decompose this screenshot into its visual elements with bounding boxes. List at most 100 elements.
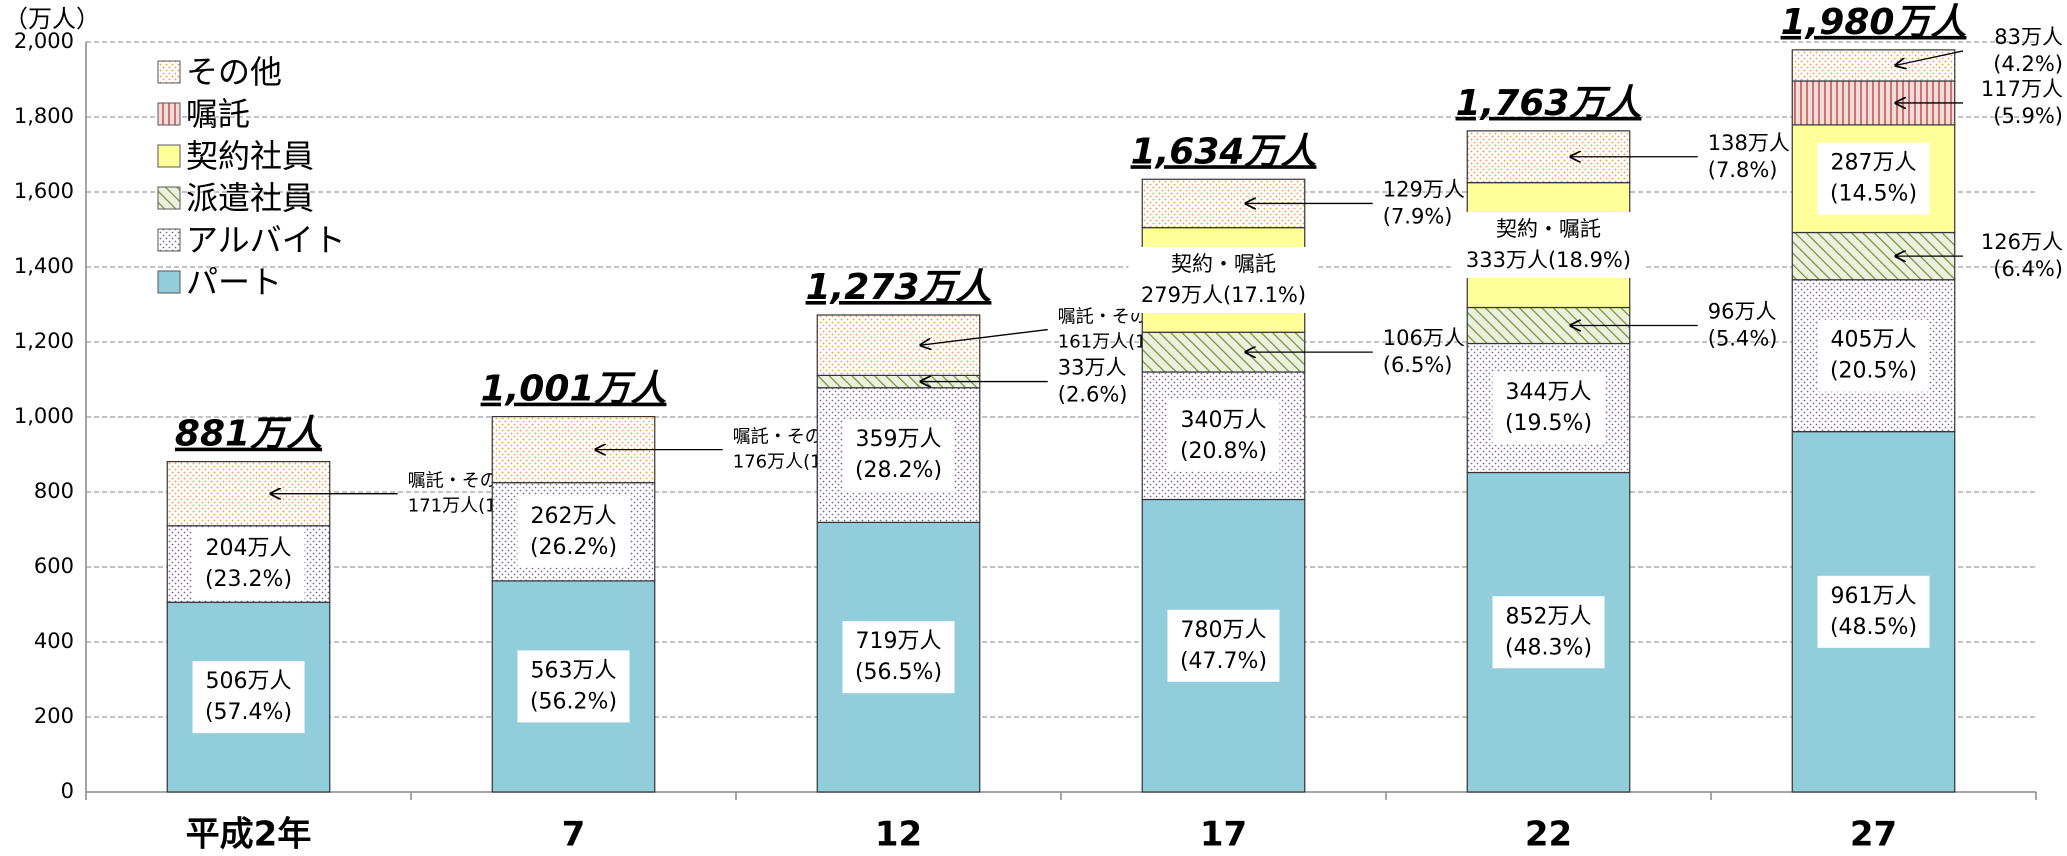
- data-label: 138万人 (7.8%): [1708, 131, 1790, 182]
- value-label: 287万人: [1831, 151, 1917, 176]
- legend-swatch: [157, 60, 181, 84]
- y-tick-label: 200: [34, 704, 74, 728]
- value-label: 506万人: [206, 669, 292, 694]
- share-label: (47.7%): [1180, 649, 1267, 674]
- data-label: 126万人 (6.4%): [1981, 230, 2063, 281]
- data-label: 506万人 (57.4%): [205, 669, 292, 725]
- data-label: 405万人 (20.5%): [1830, 328, 1917, 384]
- legend-label: パート: [186, 263, 282, 301]
- total-label: 1,634万人: [1131, 131, 1317, 172]
- data-label: 287万人 (14.5%): [1830, 151, 1917, 207]
- legend-label: 嘱託: [186, 95, 250, 133]
- value-label: 333万人: [1466, 248, 1548, 272]
- value-label: 204万人: [206, 536, 292, 561]
- share-label: (5.4%): [1708, 327, 1778, 351]
- label-box: [517, 650, 630, 723]
- value-label: 340万人: [1181, 408, 1267, 433]
- share-label: (20.5%): [1830, 359, 1917, 384]
- value-label: 262万人: [531, 504, 617, 529]
- y-tick-label: 0: [61, 779, 74, 803]
- series-name: 契約・嘱託: [1171, 252, 1276, 276]
- x-tick-label: 12: [875, 815, 922, 855]
- total-label: 1,001万人: [481, 369, 667, 410]
- y-unit-label: （万人）: [4, 5, 100, 33]
- value-label: 106万人: [1383, 326, 1465, 350]
- value-label: 780万人: [1181, 618, 1267, 643]
- share-label: (14.5%): [1830, 182, 1917, 207]
- y-tick-label: 600: [34, 554, 74, 578]
- share-label: (5.9%): [1993, 104, 2063, 128]
- data-label: 96万人 (5.4%): [1708, 300, 1778, 351]
- label-box: [1817, 575, 1930, 648]
- legend-swatch: [157, 186, 181, 210]
- share-label: (7.9%): [1383, 204, 1453, 228]
- label-box: [192, 528, 305, 600]
- label-box: [192, 661, 305, 734]
- label-box: [1492, 372, 1605, 444]
- data-label: 106万人 (6.5%): [1383, 326, 1465, 377]
- legend-swatch: [157, 102, 181, 126]
- data-label: 129万人 (7.9%): [1383, 177, 1465, 228]
- legend-swatch: [157, 144, 181, 168]
- bar-segment: [1791, 49, 1956, 82]
- value-label: 161万人: [1058, 332, 1128, 353]
- total-label: 1,980万人: [1781, 2, 1967, 43]
- label-box: [1167, 609, 1280, 682]
- share-label: (17.1%): [1223, 283, 1306, 307]
- series-name: 嘱託・その他: [408, 471, 516, 492]
- label-box: [842, 419, 955, 492]
- share-label: (6.5%): [1383, 353, 1453, 377]
- total-label: 1,273万人: [806, 267, 992, 308]
- label-box: [1453, 212, 1644, 279]
- data-label: 852万人 (48.3%): [1505, 604, 1592, 660]
- legend-swatch: [157, 228, 181, 252]
- label-arrow: [921, 328, 1048, 346]
- y-tick-label: 1,200: [14, 329, 74, 353]
- share-label: (7.8%): [1708, 158, 1778, 182]
- label-box: [1492, 596, 1605, 669]
- data-label: 961万人 (48.5%): [1830, 584, 1917, 640]
- y-tick-label: 800: [34, 479, 74, 503]
- data-label: 563万人 (56.2%): [530, 658, 617, 714]
- value-label: 126万人: [1981, 230, 2063, 254]
- label-box: [1817, 142, 1930, 215]
- y-tick-label: 400: [34, 629, 74, 653]
- value-label: 961万人: [1831, 584, 1917, 609]
- legend-label: アルバイト: [186, 221, 346, 259]
- value-label: 852万人: [1506, 604, 1592, 629]
- share-label: (18.9%): [1548, 248, 1631, 272]
- series-name: 嘱託・その他: [733, 427, 841, 448]
- x-tick-label: 7: [562, 815, 586, 855]
- y-tick-label: 1,600: [14, 179, 74, 203]
- value-label: 117万人: [1981, 77, 2063, 101]
- y-tick-label: 2,000: [14, 29, 74, 53]
- share-label: (48.5%): [1830, 615, 1917, 640]
- share-label: (19.5%): [1505, 411, 1592, 436]
- label-box: [517, 495, 630, 568]
- data-label: 340万人 (20.8%): [1180, 408, 1267, 464]
- value-label: 279万人: [1141, 283, 1223, 307]
- share-label: (26.2%): [530, 535, 617, 560]
- share-label: (56.5%): [855, 660, 942, 685]
- share-label: (20.8%): [1180, 439, 1267, 464]
- data-label: 117万人 (5.9%): [1981, 77, 2063, 128]
- value-label: 83万人: [1994, 25, 2063, 49]
- legend-label: その他: [186, 53, 282, 91]
- total-label: 881万人: [175, 414, 322, 455]
- data-label: 83万人 (4.2%): [1993, 25, 2063, 76]
- total-label: 1,763万人: [1456, 83, 1642, 124]
- share-label: (23.2%): [205, 567, 292, 592]
- label-box: [1167, 399, 1280, 472]
- value-label: 344万人: [1506, 380, 1592, 405]
- label-box: [1128, 246, 1319, 313]
- share-label: (4.2%): [1993, 52, 2063, 76]
- legend-label: 契約社員: [186, 137, 314, 175]
- x-tick-label: 27: [1850, 815, 1897, 855]
- data-label: 359万人 (28.2%): [855, 427, 942, 483]
- value-label: 96万人: [1708, 300, 1777, 324]
- x-tick-label: 17: [1200, 815, 1247, 855]
- legend-label: 派遣社員: [186, 179, 314, 217]
- label-box: [1817, 319, 1930, 392]
- data-label: 344万人 (19.5%): [1505, 380, 1592, 436]
